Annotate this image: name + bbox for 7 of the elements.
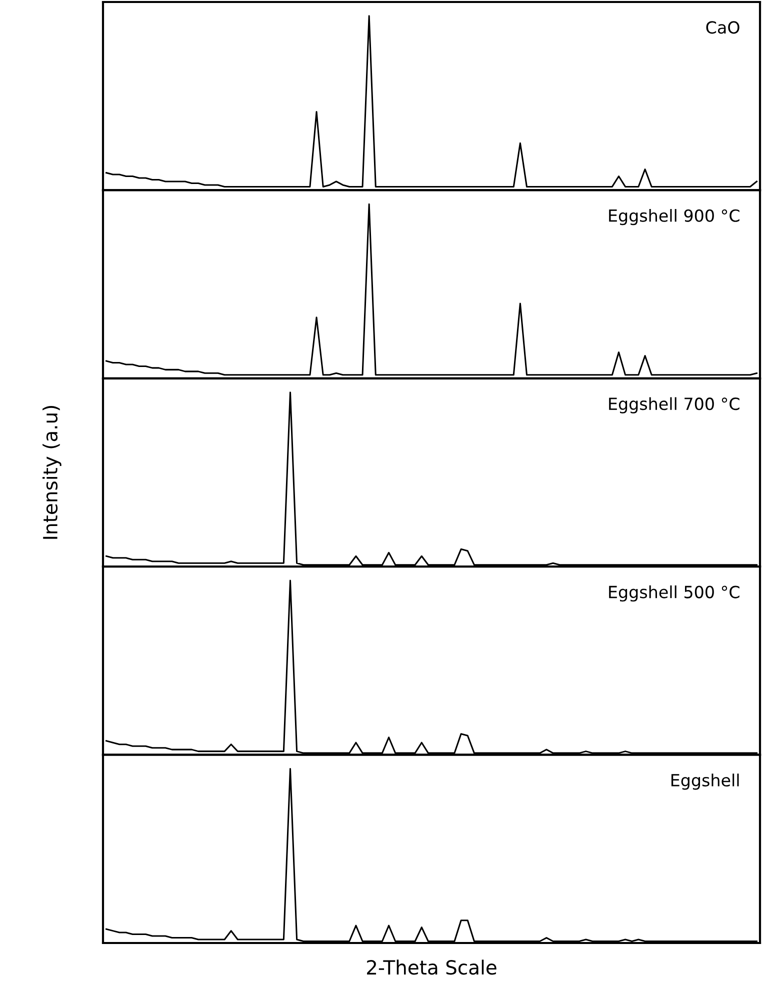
y-axis-title: Intensity (a.u)	[42, 406, 62, 539]
text: Eggshell 900 °C	[609, 209, 740, 226]
text: Eggshell 500 °C	[609, 585, 740, 602]
x-axis-title: 2-Theta Scale	[367, 960, 496, 975]
text: CaO	[706, 21, 740, 34]
text: Eggshell 700 °C	[609, 397, 740, 414]
text: Eggshell	[671, 774, 739, 790]
